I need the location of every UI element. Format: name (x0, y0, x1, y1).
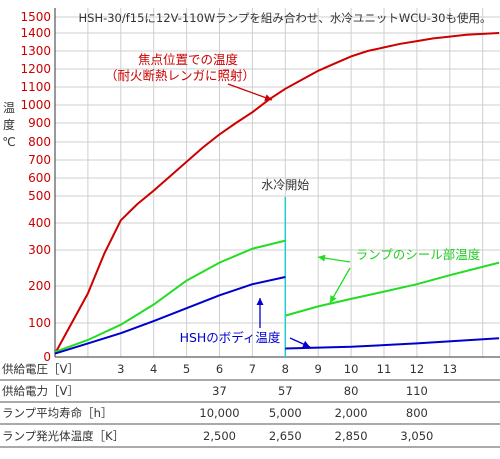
y-axis-label: 温 (3, 101, 15, 115)
table-cell: 2,850 (335, 429, 368, 443)
x-tick-label: 12 (410, 362, 425, 376)
body-temp-arrow-2-head (302, 340, 310, 348)
y-tick-label: 0 (43, 350, 51, 364)
x-tick-label: 7 (249, 362, 256, 376)
y-tick-label: 1200 (20, 62, 51, 76)
table-cell: 10,000 (199, 406, 239, 420)
body-temp-label: HSHのボディ温度 (180, 330, 281, 345)
y-tick-label: 800 (28, 135, 51, 149)
table-cell: 5,000 (269, 406, 302, 420)
focus-temp-arrow (227, 83, 273, 101)
table-cell: 2,650 (269, 429, 302, 443)
series-line-1 (54, 32, 500, 355)
x-tick-label: 5 (183, 362, 190, 376)
y-tick-label: 1300 (20, 44, 51, 58)
y-tick-label: 1100 (20, 80, 51, 94)
y-tick-label: 1400 (20, 26, 51, 40)
focus-temp-sublabel: （耐火断熱レンガに照射） (105, 68, 255, 83)
table-row-label: 供給電圧［V］ (2, 362, 79, 376)
y-axis-label: 度 (3, 117, 15, 132)
chart-title: HSH-30/f15に12V-110Wランプを組み合わせ、水冷ユニットWCU-3… (79, 11, 492, 25)
table-cell: 80 (344, 384, 359, 398)
focus-temp-label: 焦点位置での温度 (138, 52, 239, 67)
table-cell: 57 (278, 384, 293, 398)
series-line-3-after (285, 337, 500, 350)
x-tick-label: 9 (315, 362, 322, 376)
y-tick-label: 200 (28, 279, 51, 293)
series-line-3 (54, 276, 286, 355)
series-line-2-after (285, 261, 500, 317)
y-tick-label: 400 (28, 216, 51, 230)
table-cell: 2,000 (335, 406, 368, 420)
seal-temp-arrow-1-head (318, 254, 326, 262)
y-tick-label: 300 (28, 243, 51, 257)
table-row-label: ランプ平均寿命［h］ (2, 406, 112, 420)
x-tick-label: 11 (377, 362, 392, 376)
table-cell: 110 (406, 384, 428, 398)
x-tick-label: 4 (150, 362, 157, 376)
seal-temp-arrow-2-head (330, 295, 337, 303)
x-tick-label: 6 (216, 362, 223, 376)
y-tick-label: 600 (28, 171, 51, 185)
y-axis-label: ℃ (2, 135, 15, 149)
table-row-label: 供給電力［V］ (2, 384, 79, 398)
y-tick-label: 700 (28, 153, 51, 167)
table-cell: 800 (406, 406, 428, 420)
table-row-label: ランプ発光体温度［K］ (2, 429, 124, 443)
x-tick-label: 13 (442, 362, 457, 376)
y-tick-label: 1500 (20, 10, 51, 24)
table-cell: 3,050 (400, 429, 433, 443)
y-tick-label: 500 (28, 189, 51, 203)
y-tick-label: 900 (28, 116, 51, 130)
x-tick-label: 8 (282, 362, 289, 376)
cooling-start-label: 水冷開始 (261, 178, 309, 192)
x-tick-label: 10 (344, 362, 359, 376)
y-tick-label: 1000 (20, 98, 51, 112)
table-cell: 37 (212, 384, 227, 398)
y-tick-label: 100 (28, 316, 51, 330)
table-cell: 2,500 (203, 429, 236, 443)
focus-temp-arrow-head (264, 94, 272, 101)
series-line-2 (54, 239, 286, 353)
x-tick-label: 3 (117, 362, 124, 376)
seal-temp-label: ランプのシール部温度 (356, 247, 481, 262)
body-temp-arrow-1-head (256, 298, 264, 305)
